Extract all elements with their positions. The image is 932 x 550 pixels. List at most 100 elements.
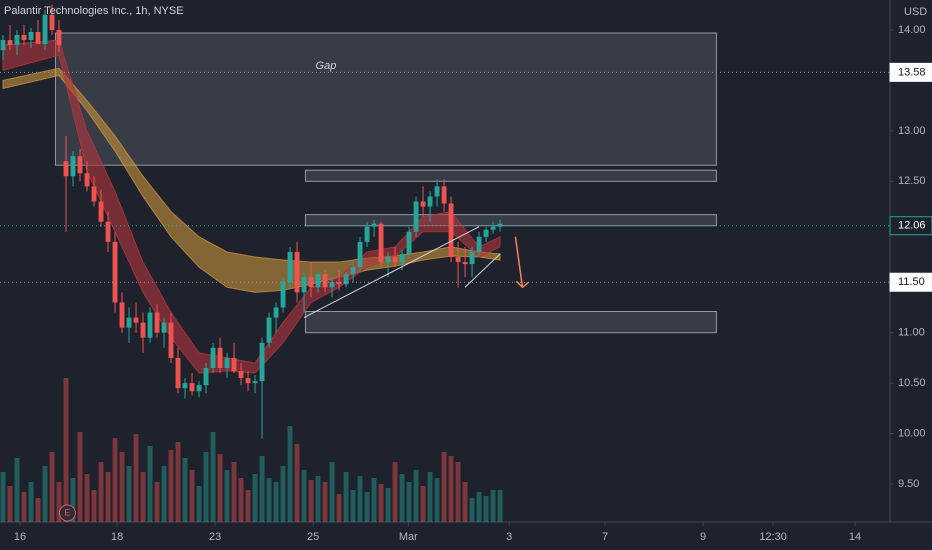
trendline <box>303 226 480 319</box>
volume-bar <box>399 474 405 522</box>
x-tick-label: Mar <box>399 531 418 543</box>
price-tag <box>889 216 932 236</box>
volume-bar <box>455 462 461 522</box>
volume-bar <box>119 452 125 522</box>
candle-body <box>161 322 167 333</box>
candle-body <box>28 31 34 41</box>
candle-body <box>350 267 356 275</box>
zone <box>304 214 717 227</box>
candle-body <box>252 381 258 384</box>
candle-body <box>280 282 286 308</box>
candle-body <box>133 317 139 323</box>
volume-bar <box>42 466 48 522</box>
candle-body <box>217 347 223 369</box>
candle-body <box>203 368 209 386</box>
volume-bar <box>196 486 202 522</box>
volume-bar <box>175 442 181 522</box>
volume-bar <box>350 490 356 522</box>
x-tick-label: 25 <box>307 531 319 543</box>
candle-body <box>70 156 76 177</box>
candle-body <box>140 322 146 338</box>
candle-body <box>371 223 377 227</box>
y-tick-label: 13.00 <box>898 125 926 137</box>
volume-bar <box>462 482 468 522</box>
candle-body <box>441 186 447 204</box>
x-tick-label: 9 <box>700 531 706 543</box>
x-tick-label: 3 <box>506 531 512 543</box>
candle-body <box>0 40 6 51</box>
volume-bar <box>287 426 293 522</box>
volume-bar <box>154 482 160 522</box>
candle-body <box>343 274 349 285</box>
volume-bar <box>126 466 132 522</box>
candle-body <box>420 201 426 207</box>
zone <box>304 169 717 182</box>
volume-bar <box>182 458 188 522</box>
volume-bar <box>14 458 20 522</box>
candle-body <box>448 203 454 258</box>
candle-body <box>385 257 391 263</box>
candle-body <box>490 226 496 230</box>
x-tick-label: 7 <box>602 531 608 543</box>
candle-body <box>329 282 335 288</box>
volume-bar <box>301 470 307 522</box>
candle-body <box>112 241 118 303</box>
candle-body <box>56 29 62 46</box>
volume-bar <box>259 456 265 522</box>
volume-bar <box>252 474 258 522</box>
volume-bar <box>280 466 286 522</box>
candle-body <box>238 371 244 379</box>
volume-bar <box>210 432 216 522</box>
volume-bar <box>469 498 475 522</box>
candle-body <box>462 262 468 265</box>
y-tick-label: 10.50 <box>898 377 926 389</box>
x-tick-label: 16 <box>14 531 26 543</box>
volume-bar <box>308 480 314 522</box>
volume-bar <box>133 434 139 522</box>
candle-body <box>21 35 27 41</box>
volume-bar <box>70 478 76 522</box>
volume-bar <box>21 492 27 522</box>
volume-bar <box>413 470 419 522</box>
volume-bar <box>168 450 174 522</box>
candle-body <box>273 307 279 318</box>
trendline <box>464 253 501 288</box>
chart-title: Palantir Technologies Inc., 1h, NYSE <box>4 5 184 17</box>
volume-bar <box>448 456 454 522</box>
candle-body <box>182 383 188 389</box>
candle-body <box>91 186 97 202</box>
candle-body <box>336 282 342 285</box>
price-tag-label: 11.50 <box>898 276 925 288</box>
volume-bar <box>392 462 398 522</box>
volume-bar <box>245 490 251 522</box>
candle-body <box>364 226 370 242</box>
candle-body <box>308 277 314 288</box>
volume-bar <box>315 476 321 522</box>
candle-body <box>245 378 251 384</box>
price-tag-label: 13.58 <box>898 66 926 78</box>
candle-body <box>322 274 328 288</box>
x-tick-label: 12:30 <box>759 531 787 543</box>
volume-bar <box>476 492 482 522</box>
volume-bar <box>483 496 489 522</box>
candle-body <box>497 223 503 227</box>
volume-bar <box>63 378 69 522</box>
candle-body <box>399 253 405 263</box>
volume-bar <box>343 472 349 522</box>
volume-bar <box>238 478 244 522</box>
volume-bar <box>84 474 90 522</box>
candle-body <box>455 257 461 263</box>
candle-body <box>154 312 160 333</box>
ema-ribbon <box>2 67 501 293</box>
x-tick-label: 23 <box>209 531 221 543</box>
candle-body <box>210 347 216 369</box>
candle-body <box>63 161 69 177</box>
volume-bar <box>203 452 209 522</box>
zone <box>304 311 717 334</box>
candle-body <box>287 251 293 283</box>
candle-body <box>266 317 272 343</box>
candle-body <box>483 229 489 237</box>
candle-body <box>427 196 433 207</box>
volume-bar <box>91 490 97 522</box>
volume-bar <box>378 484 384 522</box>
